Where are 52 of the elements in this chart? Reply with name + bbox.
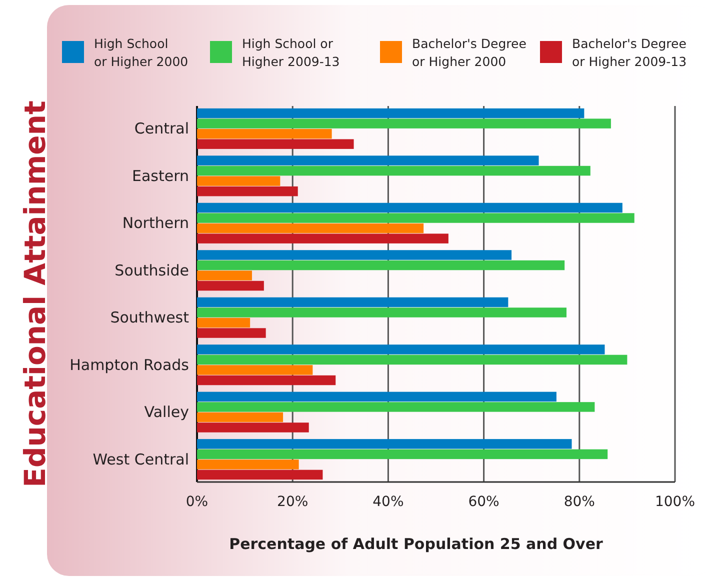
y-tick-label: Southside [114, 261, 189, 280]
bar [197, 156, 539, 166]
x-tick-label: 0% [186, 494, 208, 510]
bar [197, 460, 299, 470]
bar [197, 186, 298, 196]
x-tick-label: 100% [654, 494, 696, 510]
x-tick-label: 80% [564, 494, 595, 510]
bar [197, 308, 566, 318]
bar [197, 375, 336, 386]
y-tick-label: West Central [92, 450, 189, 468]
bar [197, 234, 448, 244]
bar [197, 223, 424, 234]
y-tick-label: Eastern [132, 166, 189, 185]
bar [197, 166, 590, 176]
bar [197, 412, 284, 422]
bar [197, 297, 508, 308]
y-tick-label: Central [134, 120, 189, 138]
legend-label: High School or Higher 2000 [94, 36, 188, 69]
bar [197, 470, 323, 480]
bar [197, 128, 332, 139]
bar [197, 118, 611, 128]
bar [197, 318, 250, 328]
bar [197, 354, 628, 365]
bar [197, 449, 608, 460]
x-tick-label: 60% [468, 494, 500, 510]
bar [197, 176, 280, 186]
bar [197, 422, 309, 432]
bar [197, 250, 512, 260]
y-tick-label: Southwest [110, 308, 190, 327]
bar [197, 213, 634, 223]
bar [197, 270, 252, 280]
bar [197, 365, 313, 375]
bar [197, 139, 354, 149]
x-tick-label: 40% [372, 494, 404, 510]
bar [197, 280, 264, 291]
bar [197, 260, 565, 270]
legend-label: Bachelor's Degree or Higher 2009-13 [572, 36, 687, 69]
bar [197, 108, 584, 118]
bar [197, 392, 556, 402]
x-axis-title: Percentage of Adult Population 25 and Over [229, 535, 604, 553]
y-tick-label: Northern [122, 214, 189, 232]
legend-label: High School or Higher 2009-13 [242, 36, 340, 69]
legend-label: Bachelor's Degree or Higher 2000 [412, 36, 527, 69]
bar [197, 328, 266, 338]
x-tick-label: 20% [277, 494, 308, 510]
y-tick-label: Valley [144, 403, 190, 422]
bar [197, 402, 595, 412]
bar [197, 344, 605, 354]
bar [197, 202, 622, 213]
y-axis-title: Educational Attainment [18, 100, 52, 488]
y-tick-label: Hampton Roads [70, 356, 190, 374]
bar [197, 439, 572, 449]
